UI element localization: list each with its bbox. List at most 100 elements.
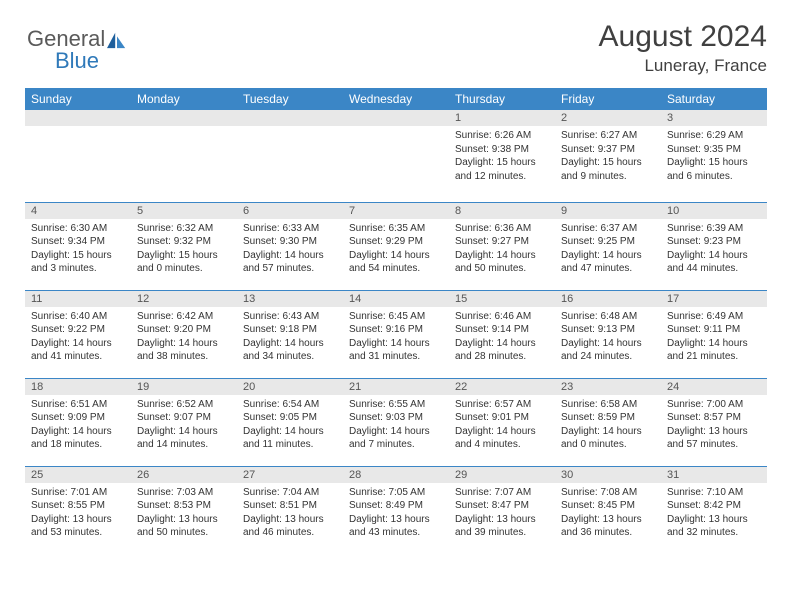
sunset-text: Sunset: 9:37 PM [561, 143, 655, 157]
calendar-day-cell: 11Sunrise: 6:40 AMSunset: 9:22 PMDayligh… [25, 290, 131, 378]
day-number: 28 [343, 467, 449, 483]
calendar-day-cell [131, 110, 237, 202]
calendar-day-cell: 14 Sunrise: 6:45 AMSunset: 9:16 PMDayligh… [343, 290, 449, 378]
daylight-text: Daylight: 14 hours and 54 minutes. [349, 249, 443, 276]
calendar-day-cell [343, 110, 449, 202]
day-details: Sunrise: 6:35 AMSunset: 9:29 PMDaylight:… [343, 219, 449, 280]
daylight-text: Daylight: 14 hours and 18 minutes. [31, 425, 125, 452]
daylight-text: Daylight: 14 hours and 34 minutes. [243, 337, 337, 364]
calendar-day-cell: 4Sunrise: 6:30 AMSunset: 9:34 PMDaylight… [25, 202, 131, 290]
daylight-text: Daylight: 15 hours and 12 minutes. [455, 156, 549, 183]
day-number: 27 [237, 467, 343, 483]
logo-sail-icon [106, 30, 128, 50]
daylight-text: Daylight: 14 hours and 31 minutes. [349, 337, 443, 364]
sunrise-text: Sunrise: 6:30 AM [31, 222, 125, 236]
calendar-day-cell: 27Sunrise: 7:04 AMSunset: 8:51 PMDayligh… [237, 466, 343, 554]
daylight-text: Daylight: 13 hours and 57 minutes. [667, 425, 761, 452]
day-number: 5 [131, 203, 237, 219]
day-number: 8 [449, 203, 555, 219]
daylight-text: Daylight: 15 hours and 6 minutes. [667, 156, 761, 183]
sunset-text: Sunset: 9:18 PM [243, 323, 337, 337]
location: Luneray, France [599, 56, 767, 76]
sunset-text: Sunset: 9:16 PM [349, 323, 443, 337]
weekday-header-row: Sunday Monday Tuesday Wednesday Thursday… [25, 88, 767, 110]
calendar-week-row: 25Sunrise: 7:01 AMSunset: 8:55 PMDayligh… [25, 466, 767, 554]
sunset-text: Sunset: 9:14 PM [455, 323, 549, 337]
day-number: 15 [449, 291, 555, 307]
day-details: Sunrise: 6:33 AMSunset: 9:30 PMDaylight:… [237, 219, 343, 280]
day-number: 6 [237, 203, 343, 219]
day-number: 2 [555, 110, 661, 126]
day-number: 19 [131, 379, 237, 395]
day-details: Sunrise: 6:39 AMSunset: 9:23 PMDaylight:… [661, 219, 767, 280]
sunrise-text: Sunrise: 6:57 AM [455, 398, 549, 412]
day-number: 22 [449, 379, 555, 395]
day-details: Sunrise: 7:07 AMSunset: 8:47 PMDaylight:… [449, 483, 555, 544]
sunrise-text: Sunrise: 7:05 AM [349, 486, 443, 500]
sunrise-text: Sunrise: 6:40 AM [31, 310, 125, 324]
sunset-text: Sunset: 8:57 PM [667, 411, 761, 425]
day-details: Sunrise: 6:43 AMSunset: 9:18 PMDaylight:… [237, 307, 343, 368]
day-number: 26 [131, 467, 237, 483]
day-details: Sunrise: 7:00 AMSunset: 8:57 PMDaylight:… [661, 395, 767, 456]
weekday-header: Thursday [449, 88, 555, 110]
day-number: 1 [449, 110, 555, 126]
day-number: 18 [25, 379, 131, 395]
day-number: 7 [343, 203, 449, 219]
day-details: Sunrise: 6:57 AMSunset: 9:01 PMDaylight:… [449, 395, 555, 456]
calendar-day-cell: 22Sunrise: 6:57 AMSunset: 9:01 PMDayligh… [449, 378, 555, 466]
weekday-header: Tuesday [237, 88, 343, 110]
day-details: Sunrise: 6:30 AMSunset: 9:34 PMDaylight:… [25, 219, 131, 280]
sunset-text: Sunset: 9:25 PM [561, 235, 655, 249]
daylight-text: Daylight: 14 hours and 44 minutes. [667, 249, 761, 276]
calendar-day-cell: 21Sunrise: 6:55 AMSunset: 9:03 PMDayligh… [343, 378, 449, 466]
day-details: Sunrise: 7:05 AMSunset: 8:49 PMDaylight:… [343, 483, 449, 544]
day-number: 23 [555, 379, 661, 395]
calendar-day-cell: 26Sunrise: 7:03 AMSunset: 8:53 PMDayligh… [131, 466, 237, 554]
day-details: Sunrise: 6:42 AMSunset: 9:20 PMDaylight:… [131, 307, 237, 368]
sunrise-text: Sunrise: 6:58 AM [561, 398, 655, 412]
sunset-text: Sunset: 9:20 PM [137, 323, 231, 337]
sunrise-text: Sunrise: 6:48 AM [561, 310, 655, 324]
day-number: 11 [25, 291, 131, 307]
day-details: Sunrise: 7:04 AMSunset: 8:51 PMDaylight:… [237, 483, 343, 544]
day-details: Sunrise: 6:54 AMSunset: 9:05 PMDaylight:… [237, 395, 343, 456]
calendar-week-row: 18Sunrise: 6:51 AMSunset: 9:09 PMDayligh… [25, 378, 767, 466]
day-number: 13 [237, 291, 343, 307]
calendar-day-cell: 29Sunrise: 7:07 AMSunset: 8:47 PMDayligh… [449, 466, 555, 554]
sunrise-text: Sunrise: 7:07 AM [455, 486, 549, 500]
sunset-text: Sunset: 9:35 PM [667, 143, 761, 157]
day-details: Sunrise: 6:51 AMSunset: 9:09 PMDaylight:… [25, 395, 131, 456]
sunset-text: Sunset: 9:09 PM [31, 411, 125, 425]
daylight-text: Daylight: 14 hours and 14 minutes. [137, 425, 231, 452]
calendar-day-cell [25, 110, 131, 202]
day-details: Sunrise: 6:58 AMSunset: 8:59 PMDaylight:… [555, 395, 661, 456]
day-number: 16 [555, 291, 661, 307]
sunset-text: Sunset: 8:45 PM [561, 499, 655, 513]
sunrise-text: Sunrise: 6:55 AM [349, 398, 443, 412]
sunrise-text: Sunrise: 6:46 AM [455, 310, 549, 324]
calendar-day-cell: 5Sunrise: 6:32 AMSunset: 9:32 PMDaylight… [131, 202, 237, 290]
day-number: 25 [25, 467, 131, 483]
calendar-day-cell: 17Sunrise: 6:49 AMSunset: 9:11 PMDayligh… [661, 290, 767, 378]
day-number [237, 110, 343, 126]
calendar-day-cell: 1Sunrise: 6:26 AMSunset: 9:38 PMDaylight… [449, 110, 555, 202]
daylight-text: Daylight: 13 hours and 43 minutes. [349, 513, 443, 540]
daylight-text: Daylight: 14 hours and 41 minutes. [31, 337, 125, 364]
calendar-day-cell: 31Sunrise: 7:10 AMSunset: 8:42 PMDayligh… [661, 466, 767, 554]
day-number: 14 [343, 291, 449, 307]
sunrise-text: Sunrise: 6:45 AM [349, 310, 443, 324]
calendar-day-cell: 19Sunrise: 6:52 AMSunset: 9:07 PMDayligh… [131, 378, 237, 466]
day-number: 31 [661, 467, 767, 483]
logo-block: General Blue [27, 26, 128, 74]
weekday-header: Wednesday [343, 88, 449, 110]
sunrise-text: Sunrise: 7:08 AM [561, 486, 655, 500]
daylight-text: Daylight: 14 hours and 47 minutes. [561, 249, 655, 276]
daylight-text: Daylight: 13 hours and 39 minutes. [455, 513, 549, 540]
sunset-text: Sunset: 9:34 PM [31, 235, 125, 249]
sunrise-text: Sunrise: 6:27 AM [561, 129, 655, 143]
day-details: Sunrise: 7:10 AMSunset: 8:42 PMDaylight:… [661, 483, 767, 544]
sunrise-text: Sunrise: 6:51 AM [31, 398, 125, 412]
day-number: 3 [661, 110, 767, 126]
sunrise-text: Sunrise: 7:01 AM [31, 486, 125, 500]
